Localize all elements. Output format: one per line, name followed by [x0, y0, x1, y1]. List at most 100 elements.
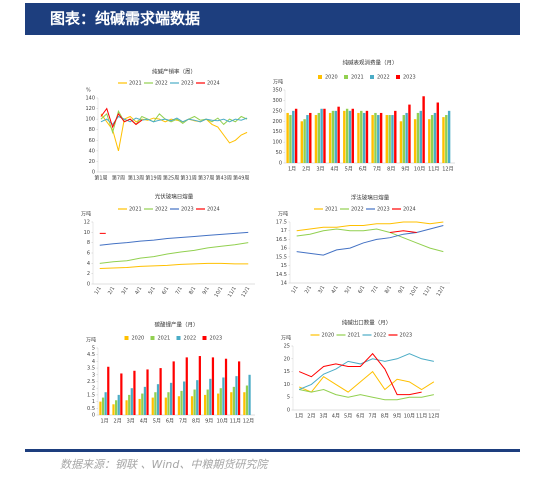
- x-tick-label: 11/1: [227, 286, 238, 299]
- x-tick-label: 4月: [332, 414, 340, 420]
- legend-label: 2024: [403, 207, 416, 213]
- y-tick-label: 0: [92, 413, 95, 419]
- bar: [317, 112, 320, 163]
- bar: [219, 388, 222, 415]
- bar: [362, 112, 366, 163]
- x-tick-label: 2/1: [107, 286, 116, 296]
- bar: [104, 392, 107, 415]
- bar: [180, 390, 183, 415]
- bar: [172, 361, 175, 415]
- bar: [235, 376, 238, 415]
- legend-label: 2022: [351, 207, 364, 213]
- x-tick-label: 7/1: [175, 286, 184, 296]
- bar: [385, 115, 388, 163]
- y-tick-label: 60: [89, 138, 95, 144]
- bar: [351, 108, 354, 163]
- x-tick-label: 9月: [393, 414, 401, 420]
- y-tick-label: 150: [272, 129, 282, 135]
- x-tick-label: 8月: [381, 414, 389, 420]
- y-tick-label: 6: [87, 251, 90, 257]
- bar: [177, 396, 181, 415]
- bar: [345, 108, 349, 163]
- bar: [331, 110, 335, 163]
- x-tick-label: 5月: [153, 419, 161, 425]
- x-tick-label: 7月: [373, 167, 381, 173]
- y-tick-label: 15: [281, 263, 287, 269]
- bar: [151, 397, 154, 415]
- bar: [190, 396, 194, 415]
- bar: [416, 112, 420, 163]
- bar: [120, 373, 123, 415]
- y-axis-label: %: [86, 88, 91, 94]
- x-tick-label: 1月: [100, 419, 108, 425]
- bar: [193, 389, 196, 415]
- bar: [146, 369, 149, 415]
- bar: [217, 393, 220, 415]
- x-tick-label: 6月: [356, 414, 364, 420]
- bar: [374, 112, 377, 163]
- y-tick-label: 5: [287, 395, 290, 401]
- y-tick-label: 100: [272, 140, 282, 146]
- bar: [243, 392, 246, 415]
- bar: [408, 104, 411, 163]
- y-tick-label: 16: [281, 246, 287, 252]
- bar: [159, 368, 162, 415]
- y-tick-label: 17.5: [276, 220, 287, 226]
- bar: [320, 108, 323, 163]
- y-tick-label: 2.5: [87, 379, 95, 385]
- bar: [357, 112, 360, 163]
- x-tick-label: 3月: [320, 414, 328, 420]
- legend-label: 2022: [184, 336, 197, 342]
- x-tick-label: 10月: [414, 167, 425, 173]
- x-tick-label: 3/1: [121, 286, 130, 296]
- x-tick-label: 第1周: [94, 175, 107, 182]
- legend-label: 2022: [374, 333, 387, 339]
- legend-swatch: [318, 75, 322, 79]
- bar: [371, 115, 374, 163]
- chart-title: 光伏玻璃日熔量: [155, 193, 194, 201]
- x-tick-label: 1/1: [290, 285, 299, 295]
- bar: [314, 115, 318, 163]
- legend-label: 2021: [129, 81, 142, 87]
- x-tick-label: 8/1: [188, 286, 197, 296]
- bar: [245, 385, 249, 415]
- bar: [328, 112, 332, 163]
- y-tick-label: 300: [272, 98, 282, 104]
- x-tick-label: 9/1: [202, 286, 211, 296]
- x-tick-label: 1月: [288, 167, 296, 173]
- chart-title: 碳酸锂产量（月）: [154, 321, 198, 329]
- x-tick-label: 10/1: [409, 285, 420, 298]
- bar: [379, 112, 383, 163]
- bar: [428, 119, 431, 163]
- x-tick-label: 7/1: [370, 285, 379, 295]
- x-tick-label: 3/1: [317, 285, 326, 295]
- x-tick-label: 3月: [127, 419, 135, 425]
- line: [298, 353, 434, 390]
- y-tick-label: 4.5: [87, 352, 95, 358]
- legend-label: 2021: [158, 336, 171, 342]
- x-tick-label: 第37周: [198, 175, 214, 182]
- bar: [211, 357, 215, 415]
- y-tick-label: 2: [92, 386, 95, 392]
- x-tick-label: 2月: [302, 167, 310, 173]
- x-tick-label: 2/1: [304, 285, 313, 295]
- legend-swatch: [124, 336, 129, 340]
- bar: [112, 404, 115, 415]
- x-tick-label: 10/1: [213, 286, 224, 299]
- y-tick-label: 5: [92, 346, 95, 352]
- legend-swatch: [202, 336, 207, 340]
- bar: [445, 115, 448, 163]
- bar: [117, 394, 120, 415]
- bar: [141, 393, 144, 415]
- source: 数据来源：钢联 、Wind、中粮期货研究院: [60, 458, 269, 471]
- bar: [399, 121, 403, 163]
- x-tick-label: 8月: [192, 419, 200, 425]
- x-tick-label: 第19周: [145, 175, 161, 182]
- legend-label: 2023: [403, 75, 416, 81]
- legend-label: 2021: [129, 207, 142, 213]
- legend-label: 2022: [377, 75, 390, 81]
- line: [296, 221, 444, 232]
- legend-swatch: [176, 336, 181, 340]
- bar: [377, 115, 380, 163]
- bar: [442, 117, 445, 163]
